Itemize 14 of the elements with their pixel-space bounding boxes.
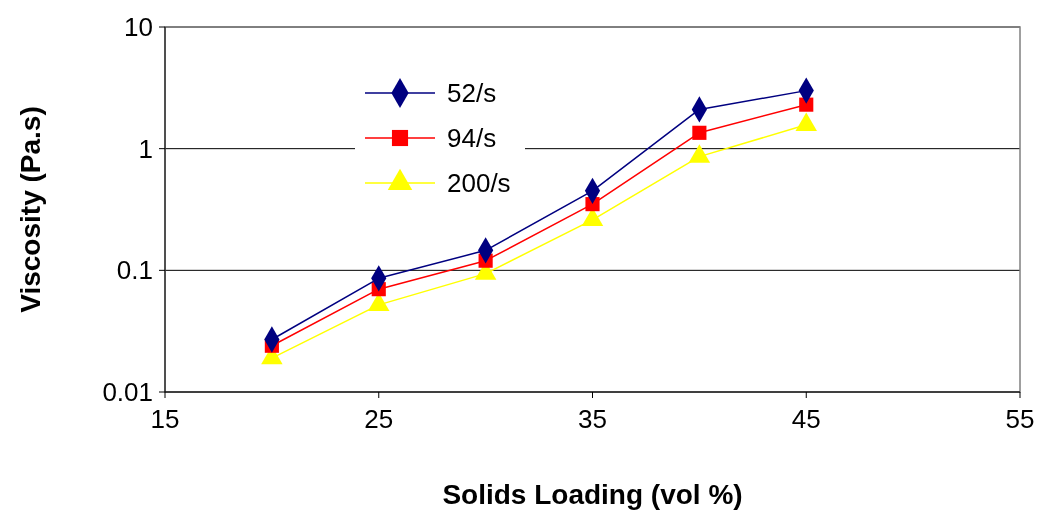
- legend-label: 94/s: [447, 123, 497, 154]
- y-tick-label: 1: [138, 133, 153, 164]
- legend-label: 52/s: [447, 78, 497, 109]
- x-tick-label: 45: [791, 404, 821, 434]
- x-tick-label: 55: [1005, 404, 1035, 434]
- x-axis-title: Solids Loading (vol %): [442, 479, 743, 510]
- y-tick-label: 0.1: [116, 255, 153, 286]
- x-tick-label: 25: [364, 404, 394, 434]
- y-axis-title: Viscosity (Pa.s): [15, 106, 46, 313]
- y-tick-label: 0.01: [102, 377, 153, 408]
- legend-label: 200/s: [447, 168, 511, 199]
- x-tick-label: 35: [578, 404, 607, 434]
- x-tick-label: 15: [150, 404, 180, 434]
- y-tick-label: 10: [124, 12, 153, 43]
